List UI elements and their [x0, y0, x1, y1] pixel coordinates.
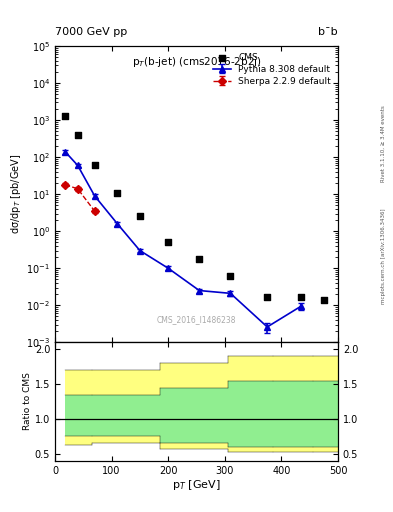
CMS	[321, 296, 327, 304]
Text: CMS_2016_I1486238: CMS_2016_I1486238	[157, 315, 236, 325]
Text: mcplots.cern.ch [arXiv:1306.3436]: mcplots.cern.ch [arXiv:1306.3436]	[381, 208, 386, 304]
Legend: CMS, Pythia 8.308 default, Sherpa 2.2.9 default: CMS, Pythia 8.308 default, Sherpa 2.2.9 …	[210, 51, 334, 89]
CMS	[62, 112, 68, 120]
CMS	[298, 293, 304, 301]
CMS	[196, 254, 202, 263]
CMS	[92, 161, 98, 169]
Text: 7000 GeV pp: 7000 GeV pp	[55, 27, 127, 37]
Y-axis label: dσ/dp$_T$ [pb/GeV]: dσ/dp$_T$ [pb/GeV]	[9, 154, 24, 234]
X-axis label: p$_T$ [GeV]: p$_T$ [GeV]	[172, 478, 221, 493]
Text: p$_T$(b-jet) (cms2016-2b2j): p$_T$(b-jet) (cms2016-2b2j)	[132, 55, 261, 69]
Text: Rivet 3.1.10, ≥ 3.4M events: Rivet 3.1.10, ≥ 3.4M events	[381, 105, 386, 182]
CMS	[137, 212, 143, 221]
Y-axis label: Ratio to CMS: Ratio to CMS	[23, 373, 32, 431]
Text: b¯b: b¯b	[318, 27, 338, 37]
CMS	[264, 293, 270, 301]
CMS	[114, 188, 120, 197]
CMS	[75, 131, 81, 139]
CMS	[227, 272, 233, 281]
CMS	[165, 238, 171, 246]
